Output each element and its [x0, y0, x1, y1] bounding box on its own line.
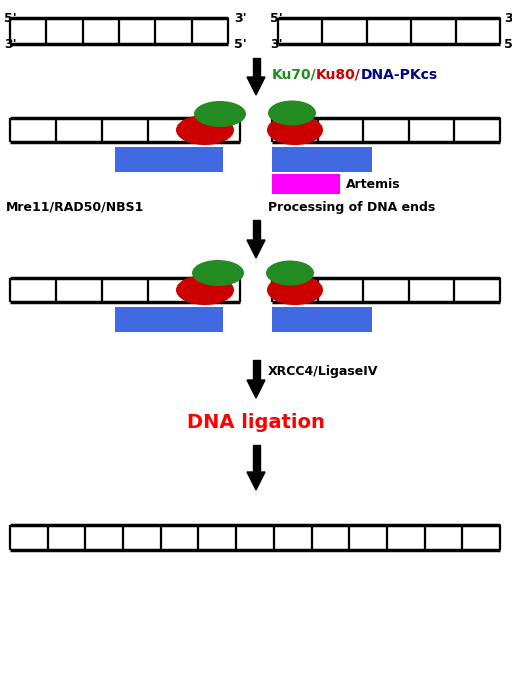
Bar [115, 307, 223, 332]
Polygon shape [247, 472, 265, 490]
Text: 3': 3' [4, 38, 16, 51]
Ellipse shape [192, 260, 244, 286]
Bar [252, 445, 260, 472]
Text: DNA-PKcs: DNA-PKcs [361, 68, 438, 82]
Polygon shape [247, 380, 265, 398]
Text: Processing of DNA ends: Processing of DNA ends [268, 200, 435, 213]
Ellipse shape [176, 275, 234, 305]
Text: Ku70/: Ku70/ [272, 68, 317, 82]
Text: Artemis: Artemis [346, 178, 400, 190]
Bar [252, 58, 260, 77]
Bar [115, 147, 223, 172]
Text: 5': 5' [234, 38, 247, 51]
Polygon shape [247, 77, 265, 95]
Bar [252, 360, 260, 380]
Text: 3': 3' [270, 38, 283, 51]
Bar [252, 220, 260, 240]
Text: 5': 5' [4, 11, 17, 24]
Text: Mre11/RAD50/NBS1: Mre11/RAD50/NBS1 [6, 200, 144, 213]
Ellipse shape [267, 275, 323, 305]
Bar [272, 147, 372, 172]
Ellipse shape [176, 115, 234, 145]
Ellipse shape [266, 261, 314, 286]
Text: 5': 5' [270, 11, 283, 24]
Text: 5': 5' [504, 38, 512, 51]
Polygon shape [247, 240, 265, 258]
Text: 3': 3' [234, 11, 247, 24]
Bar [272, 174, 340, 194]
Ellipse shape [268, 101, 316, 126]
Bar [272, 307, 372, 332]
Text: 3': 3' [504, 11, 512, 24]
Ellipse shape [194, 101, 246, 127]
Text: DNA ligation: DNA ligation [187, 412, 325, 431]
Text: Ku80/: Ku80/ [316, 68, 361, 82]
Text: XRCC4/LigaseIV: XRCC4/LigaseIV [268, 365, 378, 379]
Ellipse shape [267, 115, 323, 145]
